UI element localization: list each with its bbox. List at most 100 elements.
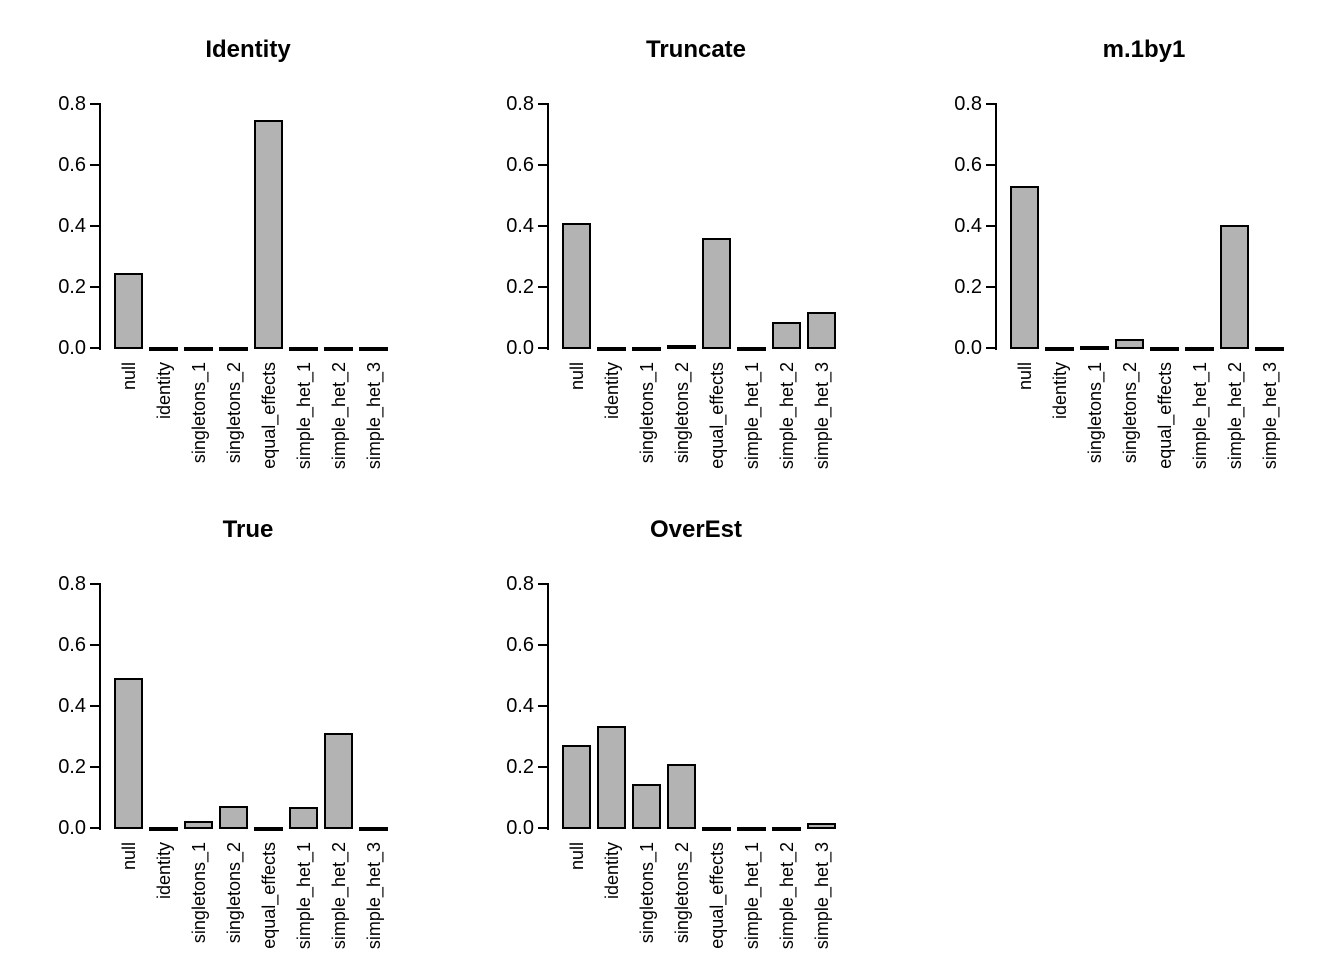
y-tick-label: 0.8 [58, 573, 86, 595]
bar-singletons-1 [632, 347, 661, 351]
x-category-label: simple_het_1 [294, 842, 314, 950]
bar-simple-het-2 [1220, 225, 1249, 349]
y-axis-line [547, 103, 549, 350]
y-tick-mark [90, 347, 100, 349]
bar-identity [597, 726, 626, 829]
y-tick-label: 0.8 [58, 93, 86, 115]
bar-equal-effects [254, 827, 283, 831]
bar-null [114, 678, 143, 829]
bar-equal-effects [702, 238, 731, 349]
bar-identity [597, 347, 626, 351]
y-tick-mark [90, 103, 100, 105]
x-category-label: simple_het_2 [1225, 362, 1245, 470]
y-tick-label: 0.6 [954, 154, 982, 176]
chart-title: OverEst [649, 516, 743, 543]
y-tick-mark [986, 103, 996, 105]
y-tick-mark [538, 705, 548, 707]
x-category-label: singletons_1 [637, 842, 657, 944]
bar-singletons-1 [184, 347, 213, 351]
x-category-label: singletons_2 [672, 362, 692, 464]
y-axis-line [99, 583, 101, 830]
y-axis-line [547, 583, 549, 830]
x-category-label: equal_effects [259, 842, 279, 949]
x-category-label: equal_effects [707, 362, 727, 469]
y-tick-label: 0.4 [58, 695, 86, 717]
bar-null [562, 745, 591, 829]
x-category-label: simple_het_2 [329, 362, 349, 470]
x-category-label: simple_het_3 [812, 362, 832, 470]
x-category-label: simple_het_3 [812, 842, 832, 950]
y-tick-mark [538, 225, 548, 227]
x-category-label: singletons_2 [224, 362, 244, 464]
bar-simple-het-2 [324, 347, 353, 351]
y-tick-mark [538, 164, 548, 166]
bar-singletons-2 [667, 764, 696, 829]
bar-simple-het-1 [289, 807, 318, 829]
y-axis-line [995, 103, 997, 350]
y-tick-mark [90, 225, 100, 227]
y-tick-label: 0.2 [58, 756, 86, 778]
x-category-label: identity [1050, 362, 1070, 420]
y-tick-label: 0.4 [954, 215, 982, 237]
bar-null [1010, 186, 1039, 349]
x-category-label: simple_het_1 [742, 842, 762, 950]
y-tick-label: 0.0 [506, 337, 534, 359]
bar-equal-effects [1150, 347, 1179, 351]
x-category-label: singletons_1 [189, 842, 209, 944]
bar-identity [149, 827, 178, 831]
x-category-label: simple_het_3 [1260, 362, 1280, 470]
y-tick-mark [986, 225, 996, 227]
x-category-label: simple_het_2 [777, 842, 797, 950]
bar-simple-het-1 [737, 347, 766, 351]
chart-title: Identity [205, 36, 291, 63]
y-tick-label: 0.0 [58, 337, 86, 359]
y-tick-label: 0.2 [954, 276, 982, 298]
x-category-label: simple_het_3 [364, 842, 384, 950]
y-tick-mark [90, 766, 100, 768]
x-category-label: null [119, 362, 139, 391]
y-tick-label: 0.6 [506, 634, 534, 656]
y-tick-mark [90, 705, 100, 707]
y-tick-mark [90, 164, 100, 166]
x-category-label: equal_effects [259, 362, 279, 469]
y-tick-label: 0.6 [58, 154, 86, 176]
bar-null [562, 223, 591, 349]
panel-overest: OverEst 0.0 0.2 0.4 0.6 0.8 null identity single… [448, 480, 896, 960]
x-category-label: null [567, 842, 587, 871]
bar-singletons-2 [667, 345, 696, 349]
bar-null [114, 273, 143, 349]
bar-identity [1045, 347, 1074, 351]
x-category-label: singletons_2 [672, 842, 692, 944]
x-category-label: null [567, 362, 587, 391]
y-tick-label: 0.8 [506, 573, 534, 595]
y-tick-label: 0.6 [58, 634, 86, 656]
y-tick-mark [538, 583, 548, 585]
bar-simple-het-2 [324, 733, 353, 829]
panel-true: True 0.0 0.2 0.4 0.6 0.8 null identity singleton… [0, 480, 448, 960]
x-category-label: simple_het_2 [329, 842, 349, 950]
bar-simple-het-1 [1185, 347, 1214, 351]
y-tick-label: 0.0 [954, 337, 982, 359]
y-tick-mark [90, 644, 100, 646]
bar-simple-het-1 [737, 827, 766, 831]
x-category-label: null [1015, 362, 1035, 391]
x-category-label: singletons_1 [189, 362, 209, 464]
bar-simple-het-1 [289, 347, 318, 351]
bar-singletons-2 [1115, 339, 1144, 349]
x-category-label: identity [154, 842, 174, 900]
x-category-label: singletons_1 [1085, 362, 1105, 464]
x-category-label: equal_effects [707, 842, 727, 949]
y-tick-mark [538, 644, 548, 646]
x-category-label: simple_het_1 [742, 362, 762, 470]
y-tick-label: 0.4 [506, 695, 534, 717]
y-tick-mark [538, 766, 548, 768]
x-category-label: simple_het_3 [364, 362, 384, 470]
panel-m-1by1: m.1by1 0.0 0.2 0.4 0.6 0.8 null identity singlet… [896, 0, 1344, 480]
x-category-label: simple_het_1 [1190, 362, 1210, 470]
bar-singletons-1 [1080, 346, 1109, 350]
y-tick-label: 0.0 [58, 817, 86, 839]
bar-simple-het-3 [359, 347, 388, 351]
y-tick-mark [90, 286, 100, 288]
chart-title: Truncate [645, 36, 747, 63]
